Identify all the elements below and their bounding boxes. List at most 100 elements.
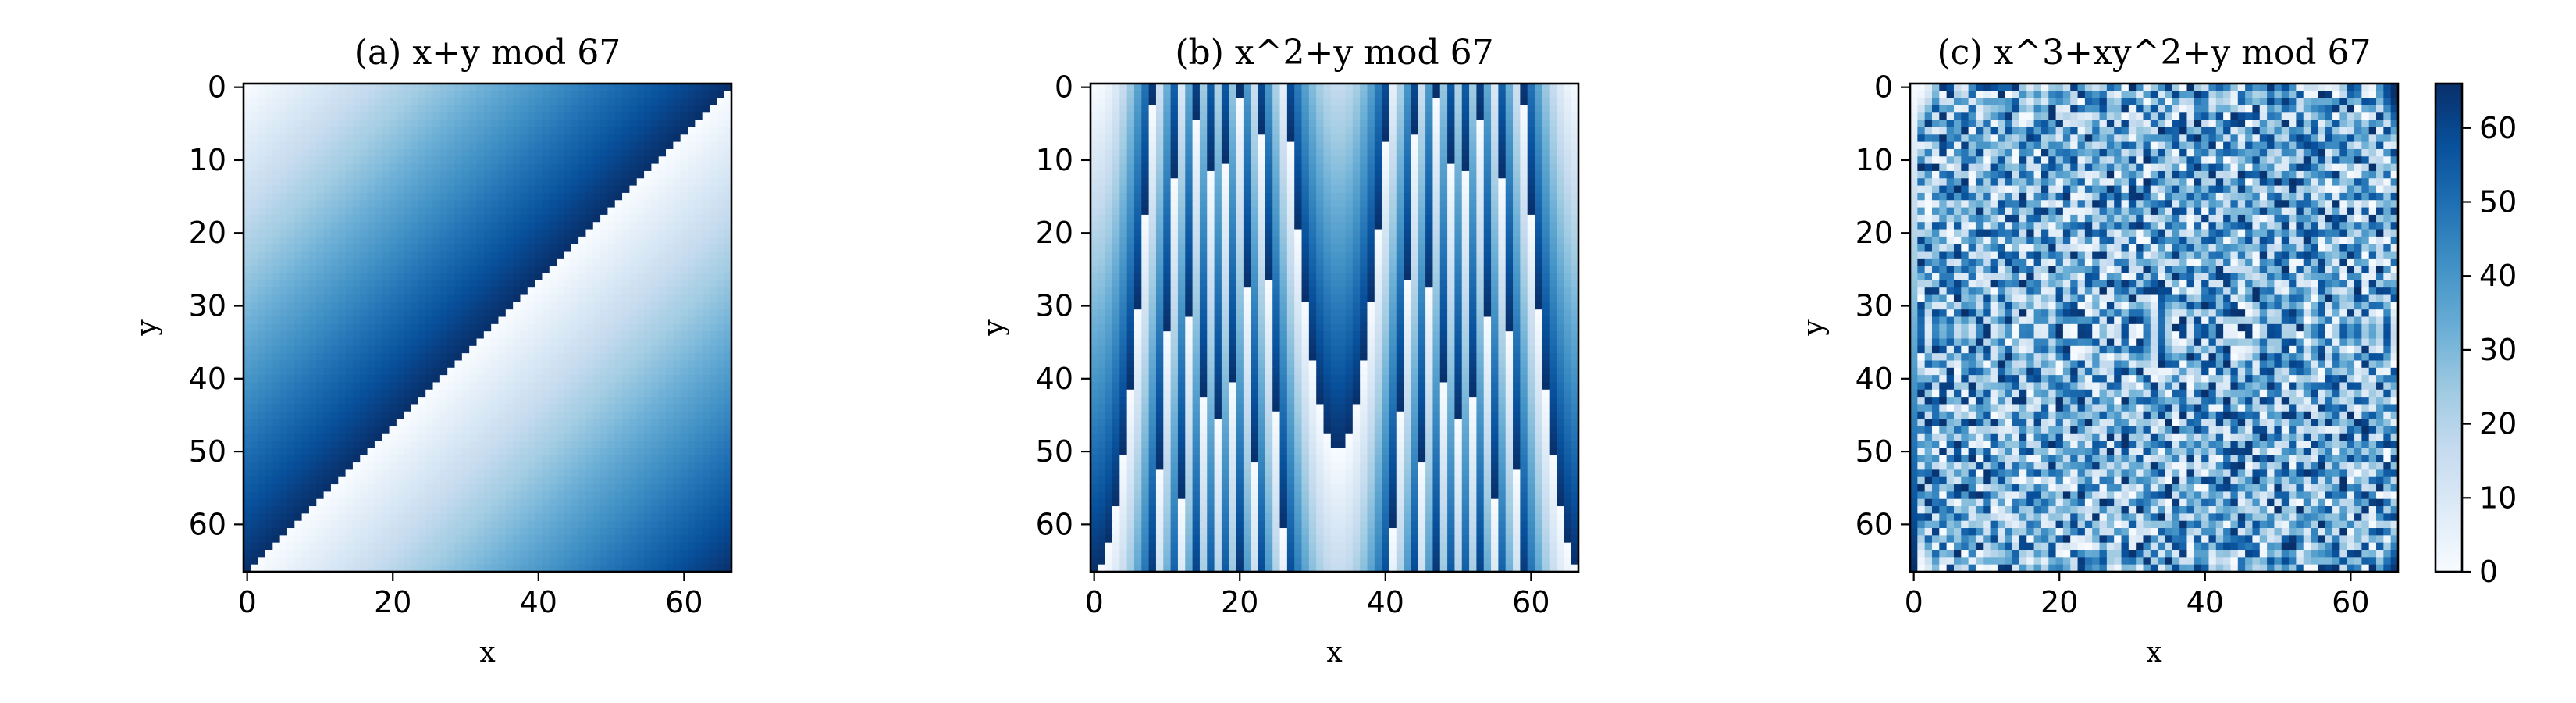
heatmap-cell bbox=[710, 476, 717, 485]
heatmap-cell bbox=[542, 323, 550, 332]
heatmap-cell bbox=[600, 287, 609, 296]
heatmap-cell bbox=[564, 491, 572, 500]
heatmap-cell bbox=[520, 506, 528, 514]
heatmap-cell bbox=[666, 170, 674, 179]
heatmap-cell bbox=[1177, 98, 1186, 106]
heatmap-cell bbox=[265, 557, 273, 566]
heatmap-cell bbox=[585, 353, 594, 362]
heatmap-cell bbox=[717, 84, 725, 91]
heatmap-cell bbox=[680, 163, 688, 172]
heatmap-cell bbox=[695, 338, 703, 347]
heatmap-cell bbox=[1258, 84, 1266, 91]
heatmap-cell bbox=[520, 353, 528, 362]
heatmap-cell bbox=[389, 251, 397, 259]
heatmap-cell bbox=[338, 112, 347, 121]
heatmap-cell bbox=[265, 513, 273, 522]
heatmap-cell bbox=[527, 419, 535, 427]
heatmap-cell bbox=[476, 302, 485, 310]
heatmap-cell bbox=[1243, 127, 1251, 135]
heatmap-cell bbox=[520, 433, 528, 441]
heatmap-cell bbox=[578, 345, 587, 354]
heatmap-cell bbox=[592, 258, 601, 266]
heatmap-cell bbox=[724, 185, 732, 194]
heatmap-cell bbox=[454, 120, 463, 128]
heatmap-cell bbox=[251, 411, 259, 419]
heatmap-cell bbox=[520, 375, 528, 384]
heatmap-cell bbox=[316, 280, 325, 288]
heatmap-cell bbox=[498, 323, 507, 332]
heatmap-cell bbox=[629, 476, 638, 485]
heatmap-cell bbox=[418, 476, 426, 485]
heatmap-cell bbox=[695, 426, 703, 434]
heatmap-cell bbox=[491, 476, 500, 485]
heatmap-cell bbox=[244, 426, 251, 434]
heatmap-cell bbox=[323, 178, 332, 187]
heatmap-cell bbox=[404, 294, 412, 303]
heatmap-cell bbox=[527, 112, 535, 121]
heatmap-cell bbox=[374, 156, 382, 165]
heatmap-cell bbox=[673, 192, 681, 201]
heatmap-cell bbox=[629, 91, 638, 99]
heatmap-cell bbox=[308, 382, 317, 391]
heatmap-cell bbox=[688, 441, 696, 449]
heatmap-cell bbox=[695, 251, 703, 259]
heatmap-cell bbox=[272, 105, 281, 113]
heatmap-cell bbox=[374, 367, 382, 376]
heatmap-cell bbox=[498, 309, 507, 318]
heatmap-cell bbox=[360, 309, 368, 318]
heatmap-cell bbox=[244, 469, 251, 478]
heatmap-cell bbox=[600, 236, 609, 244]
heatmap-cell bbox=[1119, 112, 1128, 121]
heatmap-cell bbox=[1229, 98, 1237, 106]
heatmap-cell bbox=[585, 294, 594, 303]
heatmap-cell bbox=[644, 266, 652, 274]
heatmap-cell bbox=[454, 411, 463, 419]
heatmap-cell bbox=[476, 382, 485, 391]
heatmap-cell bbox=[301, 163, 310, 172]
heatmap-cell bbox=[614, 244, 623, 252]
heatmap-cell bbox=[535, 535, 543, 544]
heatmap-cell bbox=[447, 280, 456, 288]
heatmap-cell bbox=[644, 185, 652, 194]
heatmap-cell bbox=[1126, 120, 1135, 128]
heatmap-cell bbox=[585, 419, 594, 427]
heatmap-cell bbox=[1418, 105, 1426, 113]
heatmap-cell bbox=[1286, 120, 1295, 128]
heatmap-cell bbox=[695, 476, 703, 485]
heatmap-cell bbox=[316, 170, 325, 179]
heatmap-cell bbox=[658, 141, 667, 150]
heatmap-cell bbox=[535, 170, 543, 179]
heatmap-cell bbox=[396, 98, 404, 106]
heatmap-cell bbox=[491, 302, 500, 310]
heatmap-cell bbox=[367, 316, 375, 325]
heatmap-cell bbox=[1126, 134, 1135, 143]
heatmap-cell bbox=[557, 397, 565, 405]
heatmap-cell bbox=[498, 550, 507, 558]
heatmap-cell bbox=[374, 542, 382, 551]
heatmap-cell bbox=[251, 156, 259, 165]
heatmap-cell bbox=[549, 462, 557, 471]
heatmap-cell bbox=[1155, 105, 1164, 113]
heatmap-cell bbox=[491, 244, 500, 252]
heatmap-cell bbox=[1091, 105, 1098, 113]
heatmap-cell bbox=[367, 411, 375, 419]
heatmap-cell bbox=[636, 323, 645, 332]
heatmap-cell bbox=[557, 455, 565, 463]
heatmap-cell bbox=[244, 112, 251, 121]
heatmap-cell bbox=[389, 192, 397, 201]
heatmap-cell bbox=[469, 455, 478, 463]
heatmap-cell bbox=[251, 84, 259, 91]
heatmap-cell bbox=[680, 98, 688, 106]
heatmap-cell bbox=[308, 105, 317, 113]
heatmap-cell bbox=[374, 192, 382, 201]
heatmap-cell bbox=[389, 564, 397, 573]
heatmap-cell bbox=[279, 448, 288, 456]
heatmap-cell bbox=[688, 448, 696, 456]
heatmap-cell bbox=[564, 156, 572, 165]
heatmap-cell bbox=[404, 535, 412, 544]
heatmap-cell bbox=[724, 367, 732, 376]
heatmap-cell bbox=[411, 127, 419, 135]
heatmap-cell bbox=[564, 513, 572, 522]
heatmap-cell bbox=[418, 506, 426, 514]
heatmap-cell bbox=[389, 382, 397, 391]
